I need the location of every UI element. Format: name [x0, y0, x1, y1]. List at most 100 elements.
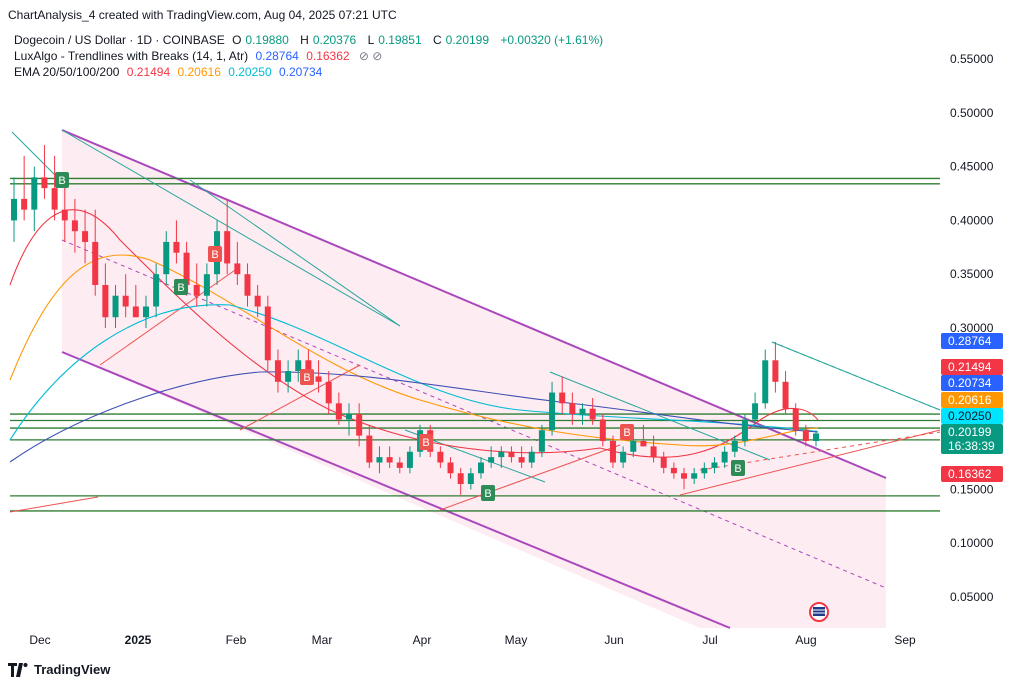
y-tick-label: 0.45000: [950, 160, 994, 174]
ema-name[interactable]: EMA 20/50/100/200: [14, 65, 120, 79]
candle: [285, 360, 292, 393]
candle: [782, 371, 789, 415]
y-tick-label: 0.50000: [950, 106, 994, 120]
ema-row[interactable]: EMA 20/50/100/200 0.21494 0.20616 0.2025…: [14, 64, 607, 80]
signal-marker-buy: B: [481, 485, 495, 501]
candle: [406, 446, 413, 474]
svg-text:0.21494: 0.21494: [948, 360, 992, 374]
candle: [92, 209, 99, 296]
signal-marker-sell: B: [208, 246, 222, 262]
candle: [528, 446, 535, 468]
candle: [335, 392, 342, 425]
candle: [813, 430, 819, 447]
candle: [609, 435, 616, 468]
candle: [457, 467, 464, 495]
channel-lower-line: [61, 351, 731, 629]
candle: [792, 403, 799, 436]
candle: [21, 155, 28, 221]
signal-marker-buy: B: [55, 172, 69, 188]
x-tick-label: Aug: [795, 633, 816, 647]
candle: [376, 446, 383, 474]
svg-text:B: B: [623, 427, 630, 439]
candle: [71, 198, 78, 253]
trendline-6: [239, 364, 361, 431]
y-tick-label: 0.35000: [950, 267, 994, 281]
candle: [579, 403, 586, 425]
candle: [61, 177, 68, 242]
candle: [295, 349, 302, 382]
candle: [254, 284, 261, 318]
axis-price-label: 0.16362: [941, 466, 1003, 482]
candle: [477, 457, 484, 479]
price-change: +0.00320 (+1.61%): [500, 33, 604, 47]
trendline-7: [99, 267, 239, 366]
us-flag-event-icon[interactable]: [809, 602, 829, 622]
channel-mid-line: [61, 239, 887, 589]
symbol-row[interactable]: Dogecoin / US Dollar · 1D · COINBASE O 0.…: [14, 32, 607, 48]
candle: [82, 209, 89, 264]
axis-price-label: 0.20250: [941, 408, 1003, 424]
ema-line-3: [9, 371, 819, 463]
svg-text:B: B: [303, 372, 310, 384]
candle: [508, 446, 515, 463]
candle: [549, 381, 556, 436]
candle: [193, 263, 200, 307]
tradingview-name: TradingView: [34, 662, 111, 677]
symbol-name[interactable]: Dogecoin / US Dollar · 1D · COINBASE: [14, 33, 225, 47]
svg-text:B: B: [484, 488, 491, 500]
y-tick-label: 0.40000: [950, 213, 994, 227]
trendline-dashed-upper: [771, 341, 941, 411]
candle: [11, 177, 17, 242]
svg-text:0.20250: 0.20250: [948, 409, 992, 423]
candle: [741, 414, 748, 447]
chart-watermark-header: ChartAnalysis_4 created with TradingView…: [8, 8, 397, 22]
x-tick-label: Jun: [604, 633, 623, 647]
trendline-9: [679, 429, 941, 496]
x-tick-label: May: [505, 633, 528, 647]
svg-text:B: B: [58, 175, 65, 187]
candle: [467, 467, 474, 490]
svg-text:0.20616: 0.20616: [948, 393, 992, 407]
candle: [670, 462, 677, 479]
tradingview-branding[interactable]: TradingView: [8, 662, 110, 677]
candle: [650, 435, 657, 463]
candle: [731, 435, 738, 458]
ohlc-high: H 0.20376: [300, 33, 357, 47]
signal-marker-sell: B: [419, 434, 433, 450]
candle: [274, 349, 281, 393]
candle: [346, 403, 353, 436]
y-tick-label: 0.15000: [950, 482, 994, 496]
luxalgo-name[interactable]: LuxAlgo - Trendlines with Breaks (14, 1,…: [14, 49, 249, 63]
x-tick-label: Dec: [29, 633, 50, 647]
candle: [224, 198, 231, 275]
candle: [498, 446, 505, 468]
candle: [203, 263, 210, 307]
candle: [802, 424, 809, 447]
trendline-10: [9, 496, 99, 513]
visibility-icons[interactable]: ⊘ ⊘: [358, 49, 383, 63]
x-tick-label: 2025: [125, 633, 152, 647]
candle: [447, 457, 454, 479]
candle: [640, 424, 647, 447]
candle: [325, 371, 332, 415]
y-tick-label: 0.10000: [950, 536, 994, 550]
ema200-value: 0.20734: [278, 65, 323, 79]
x-tick-label: Sep: [894, 633, 916, 647]
candle: [437, 446, 444, 468]
candle: [701, 462, 708, 479]
candle: [41, 145, 48, 199]
candle: [488, 446, 495, 468]
candle: [762, 349, 769, 409]
candle: [366, 424, 373, 468]
y-tick-label: 0.55000: [950, 52, 994, 66]
candle: [173, 220, 180, 264]
luxalgo-row[interactable]: LuxAlgo - Trendlines with Breaks (14, 1,…: [14, 48, 607, 64]
svg-text:B: B: [734, 463, 741, 475]
trendline-1: [11, 131, 61, 181]
svg-text:B: B: [177, 282, 184, 294]
x-tick-label: Feb: [226, 633, 247, 647]
candle: [691, 467, 698, 485]
candle: [264, 295, 271, 372]
